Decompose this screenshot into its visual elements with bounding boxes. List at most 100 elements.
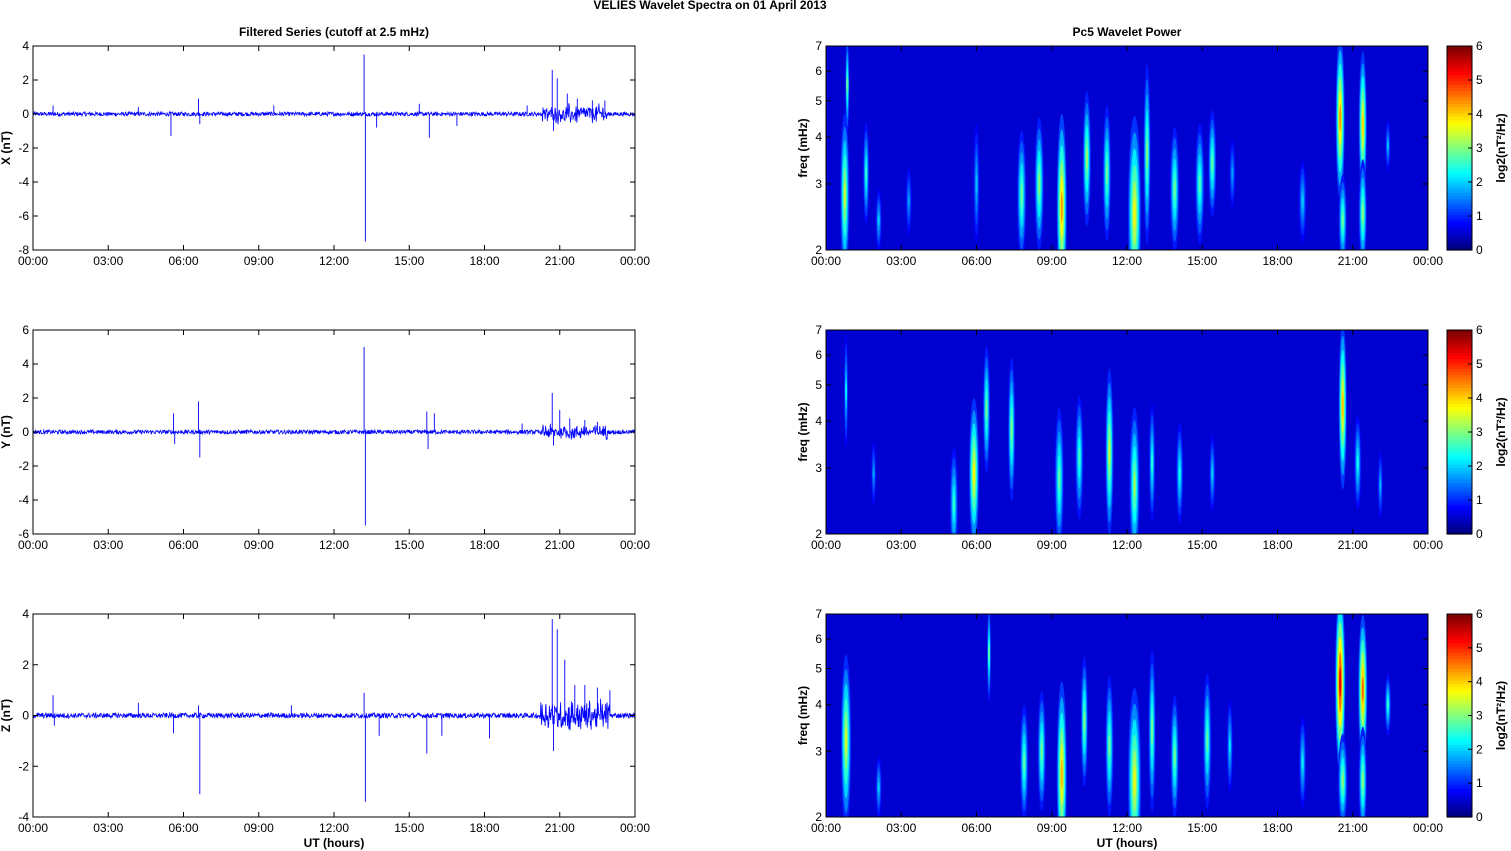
x-tick-label: 15:00 bbox=[394, 538, 424, 552]
colorbar-cell bbox=[1447, 454, 1472, 459]
colorbar-cell bbox=[1447, 674, 1472, 679]
colorbar-cell bbox=[1447, 686, 1472, 691]
colorbar-tick-label: 2 bbox=[1476, 175, 1483, 189]
colorbar-cell bbox=[1447, 163, 1472, 168]
colorbar-cell bbox=[1447, 737, 1472, 742]
colorbar-cell bbox=[1447, 419, 1472, 424]
y-tick-label: 4 bbox=[815, 130, 822, 144]
colorbar-cell bbox=[1447, 721, 1472, 726]
colorbar-tick-label: 6 bbox=[1476, 607, 1483, 621]
colorbar-cell bbox=[1447, 451, 1472, 455]
y-tick-label: 5 bbox=[815, 662, 822, 676]
x-tick-label: 09:00 bbox=[244, 821, 274, 835]
x-tick-label: 15:00 bbox=[1187, 254, 1217, 268]
x-tick-label: 18:00 bbox=[1262, 538, 1292, 552]
colorbar-cell bbox=[1447, 731, 1472, 736]
colorbar-cell bbox=[1447, 492, 1472, 497]
colorbar-cell bbox=[1447, 747, 1472, 751]
y-tick-label: 0 bbox=[22, 425, 29, 439]
colorbar-cell bbox=[1447, 387, 1472, 392]
power-blob bbox=[865, 164, 868, 182]
colorbar-cell bbox=[1447, 227, 1472, 232]
colorbar-cell bbox=[1447, 390, 1472, 395]
colorbar-cell bbox=[1447, 173, 1472, 178]
power-blob bbox=[952, 494, 955, 514]
colorbar-cell bbox=[1447, 409, 1472, 414]
x-tick-label: 21:00 bbox=[545, 254, 575, 268]
colorbar-cell bbox=[1447, 782, 1472, 786]
power-blob bbox=[1058, 467, 1061, 492]
colorbar-cell bbox=[1447, 189, 1472, 194]
power-blob bbox=[1146, 139, 1149, 170]
y-tick-label: 5 bbox=[815, 378, 822, 392]
power-blob bbox=[1083, 710, 1086, 733]
colorbar-cell bbox=[1447, 483, 1472, 487]
colorbar-cell bbox=[1447, 766, 1472, 771]
power-blob bbox=[1108, 734, 1111, 758]
colorbar-cell bbox=[1447, 479, 1472, 484]
colorbar-cell bbox=[1447, 138, 1472, 143]
y-tick-label: 7 bbox=[815, 607, 822, 621]
x-tick-label: 09:00 bbox=[244, 538, 274, 552]
colorbar-tick-label: 1 bbox=[1476, 209, 1483, 223]
colorbar-cell bbox=[1447, 775, 1472, 780]
x-tick-label: 00:00 bbox=[1413, 254, 1443, 268]
colorbar-cell bbox=[1447, 167, 1472, 171]
colorbar-cell bbox=[1447, 530, 1472, 535]
colorbar-cell bbox=[1447, 664, 1472, 669]
x-tick-label: 12:00 bbox=[1112, 821, 1142, 835]
line-panel-2: -4 -2 0 2 4 00:00 03:00 06:00 09:00 12:00 15:00 18:… bbox=[0, 607, 650, 850]
colorbar-cell bbox=[1447, 785, 1472, 790]
colorbar-cell bbox=[1447, 246, 1472, 251]
colorbar: 0 1 2 3 4 5 6 log2(nT²/Hz) bbox=[1446, 323, 1508, 541]
power-blob bbox=[985, 398, 988, 420]
x-tick-label: 03:00 bbox=[93, 538, 123, 552]
colorbar-cell bbox=[1447, 658, 1472, 663]
x-tick-label: 03:00 bbox=[886, 538, 916, 552]
power-blob bbox=[1178, 465, 1181, 482]
colorbar-cell bbox=[1447, 148, 1472, 152]
x-tick-label: 18:00 bbox=[469, 538, 499, 552]
power-blob bbox=[1339, 104, 1342, 132]
y-tick-label: 2 bbox=[22, 73, 29, 87]
x-tick-label: 00:00 bbox=[18, 821, 48, 835]
power-blob bbox=[975, 173, 978, 195]
colorbar-cell bbox=[1447, 652, 1472, 656]
power-blob bbox=[1301, 754, 1304, 771]
colorbar-cell bbox=[1447, 400, 1472, 404]
colorbar-cell bbox=[1447, 447, 1472, 452]
y-tick-label: 3 bbox=[815, 744, 822, 758]
y-tick-label: 3 bbox=[815, 461, 822, 475]
y-tick-label: 2 bbox=[815, 810, 822, 824]
colorbar-cell bbox=[1447, 699, 1472, 704]
power-blob bbox=[1379, 479, 1382, 491]
heatmap-background bbox=[826, 46, 1428, 250]
y-tick-label: -6 bbox=[18, 527, 29, 541]
colorbar-cell bbox=[1447, 330, 1472, 334]
colorbar-cell bbox=[1447, 740, 1472, 745]
colorbar-cell bbox=[1447, 46, 1472, 50]
y-tick-label: 6 bbox=[815, 632, 822, 646]
colorbar-cell bbox=[1447, 645, 1472, 650]
colorbar-cell bbox=[1447, 55, 1472, 60]
colorbar-cell bbox=[1447, 195, 1472, 200]
colorbar-cell bbox=[1447, 154, 1472, 159]
colorbar-cell bbox=[1447, 511, 1472, 516]
colorbar-cell bbox=[1447, 435, 1472, 439]
colorbar-cell bbox=[1447, 502, 1472, 506]
power-blob bbox=[1038, 172, 1041, 196]
colorbar-cell bbox=[1447, 65, 1472, 69]
heatmap-features bbox=[841, 614, 1391, 817]
colorbar-cell bbox=[1447, 93, 1472, 98]
y-tick-label: 7 bbox=[815, 39, 822, 53]
colorbar-cell bbox=[1447, 374, 1472, 379]
power-blob bbox=[1301, 194, 1304, 208]
colorbar-tick-label: 0 bbox=[1476, 527, 1483, 541]
colorbar-cell bbox=[1447, 202, 1472, 206]
x-tick-label: 00:00 bbox=[620, 254, 650, 268]
colorbar-cell bbox=[1447, 71, 1472, 76]
colorbar-cell bbox=[1447, 728, 1472, 732]
y-tick-label: -8 bbox=[18, 243, 29, 257]
x-tick-label: 12:00 bbox=[319, 821, 349, 835]
colorbar-cell bbox=[1447, 744, 1472, 748]
